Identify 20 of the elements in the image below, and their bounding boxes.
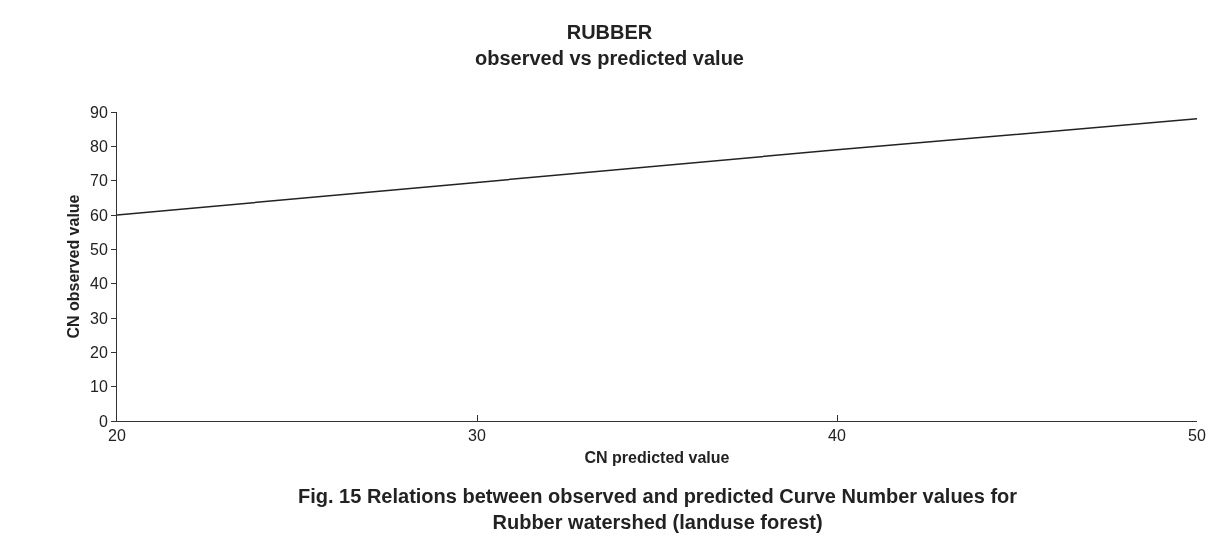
- y-tick-label: 50: [90, 240, 108, 258]
- chart-subtitle: observed vs predicted value: [474, 46, 745, 69]
- y-tick-label: 60: [90, 206, 108, 224]
- x-axis-title: CN predicted value: [584, 448, 730, 466]
- x-tick-label: 40: [828, 427, 846, 445]
- x-tick-label: 50: [1188, 427, 1206, 445]
- x-tick-label: 20: [108, 427, 126, 445]
- y-tick-label: 30: [90, 309, 108, 327]
- y-tick-label: 0: [98, 412, 108, 430]
- chart-title: RUBBER: [566, 20, 653, 43]
- y-tick-label: 70: [90, 172, 108, 190]
- caption: Fig. 15 Relations between observed and predicted Curve Number values for Rubber watershed (landuse forest): [298, 485, 1018, 533]
- y-tick-label: 20: [90, 343, 108, 361]
- line-series: [117, 118, 1197, 216]
- y-tick-label: 90: [90, 103, 108, 121]
- y-tick-label: 10: [90, 378, 108, 396]
- y-tick-label: 40: [90, 275, 108, 293]
- y-tick-label: 80: [90, 137, 108, 155]
- x-tick-label: 30: [468, 427, 486, 445]
- y-axis-title: CN observed value: [64, 194, 82, 339]
